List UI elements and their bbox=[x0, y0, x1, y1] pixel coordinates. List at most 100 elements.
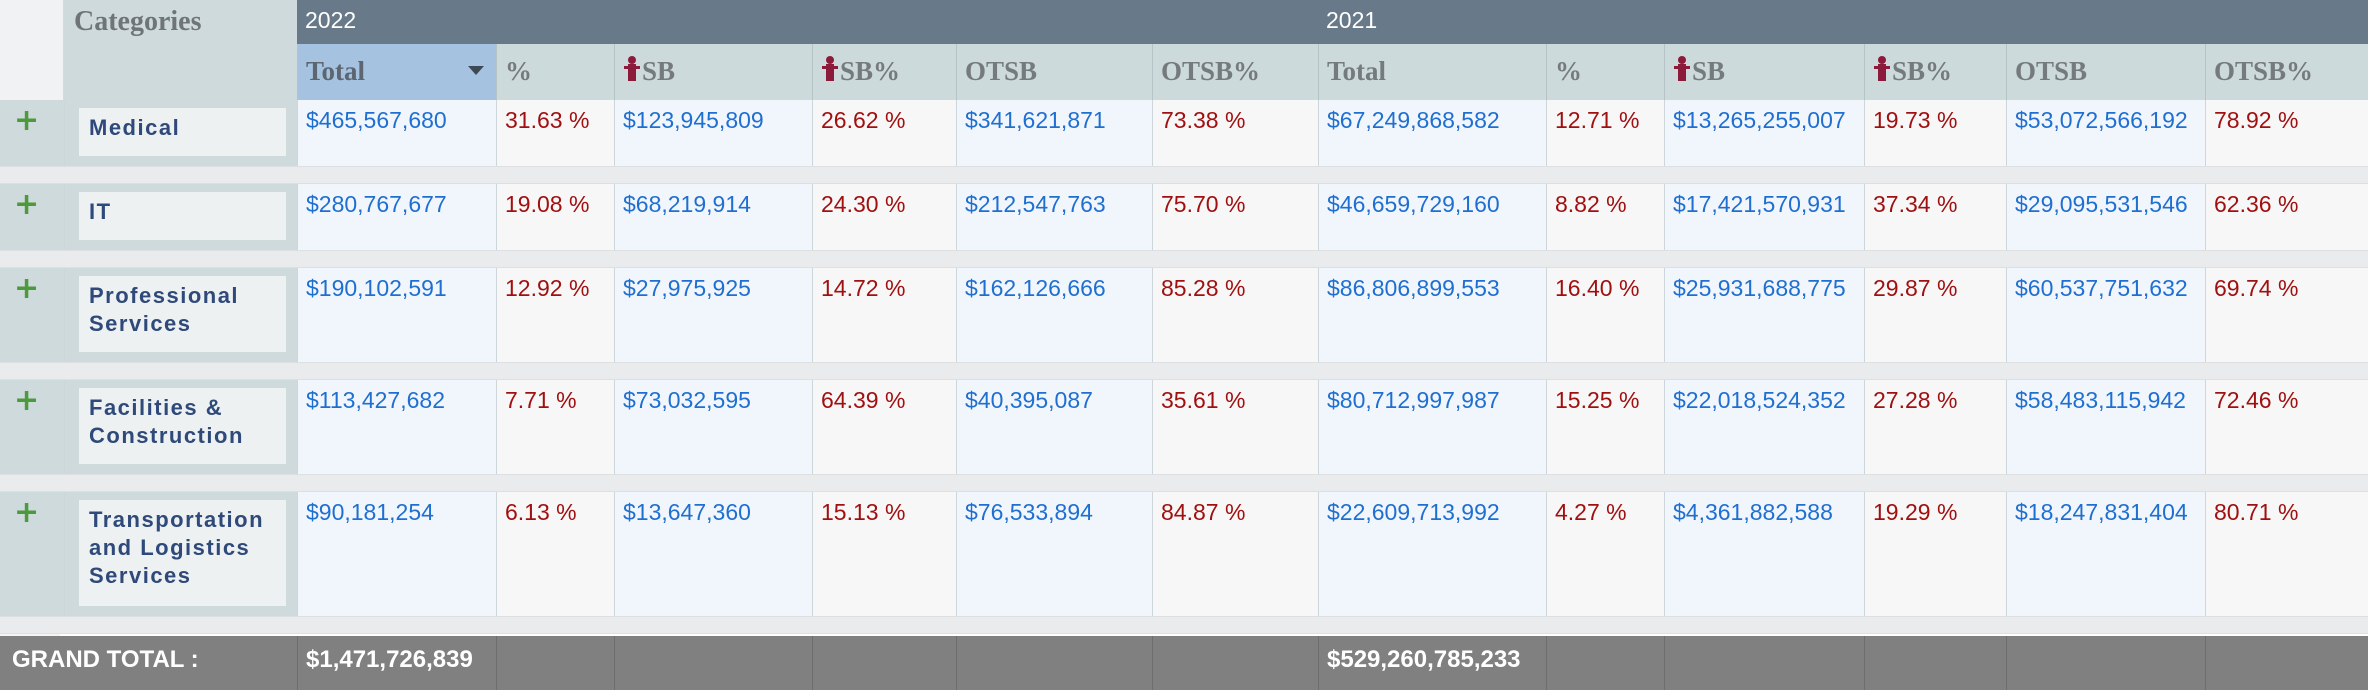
column-header-2022--percent[interactable]: % bbox=[496, 44, 614, 100]
category-label[interactable]: Medical bbox=[79, 108, 286, 156]
amount-cell[interactable]: $73,032,595 bbox=[614, 380, 812, 474]
small-business-person-icon bbox=[1873, 56, 1891, 83]
amount-cell[interactable]: $60,537,751,632 bbox=[2006, 268, 2205, 362]
grand-total-row bbox=[0, 636, 2368, 690]
column-header-label: % bbox=[1555, 56, 1582, 86]
amount-cell[interactable]: $40,395,087 bbox=[956, 380, 1152, 474]
category-label[interactable]: IT bbox=[79, 192, 286, 240]
amount-cell[interactable]: $17,421,570,931 bbox=[1664, 184, 1864, 250]
percent-cell: 78.92 % bbox=[2205, 100, 2368, 166]
row-separator bbox=[0, 166, 2368, 184]
column-header-2021-otsb-percent[interactable]: OTSB% bbox=[2205, 44, 2368, 100]
percent-cell: 85.28 % bbox=[1152, 268, 1318, 362]
amount-cell[interactable]: $27,975,925 bbox=[614, 268, 812, 362]
categories-header-cell bbox=[64, 0, 297, 100]
percent-cell: 8.82 % bbox=[1546, 184, 1664, 250]
small-business-person-icon bbox=[623, 56, 641, 83]
plus-icon[interactable]: + bbox=[14, 495, 40, 530]
column-header-label: OTSB bbox=[2015, 56, 2088, 86]
category-label[interactable]: Transportation and Logistics Services bbox=[79, 500, 286, 606]
plus-icon[interactable]: + bbox=[14, 187, 40, 222]
amount-cell[interactable]: $29,095,531,546 bbox=[2006, 184, 2205, 250]
column-header-label: Total bbox=[1327, 56, 1387, 86]
percent-cell: 12.92 % bbox=[496, 268, 614, 362]
column-header-label: SB bbox=[1692, 56, 1726, 86]
percent-cell: 31.63 % bbox=[496, 100, 614, 166]
percent-cell: 7.71 % bbox=[496, 380, 614, 474]
year-header-2021: 2021 bbox=[1318, 0, 2368, 44]
amount-cell[interactable]: $76,533,894 bbox=[956, 492, 1152, 616]
amount-cell[interactable]: $13,265,255,007 bbox=[1664, 100, 1864, 166]
column-header-2022-total[interactable]: Total bbox=[297, 44, 496, 100]
percent-cell: 35.61 % bbox=[1152, 380, 1318, 474]
percent-cell: 75.70 % bbox=[1152, 184, 1318, 250]
amount-cell[interactable]: $58,483,115,942 bbox=[2006, 380, 2205, 474]
column-header-label: Total bbox=[306, 56, 366, 86]
category-label[interactable]: Facilities & Construction bbox=[79, 388, 286, 464]
row-separator bbox=[0, 250, 2368, 268]
expander-header-cell bbox=[0, 0, 64, 100]
amount-cell[interactable]: $67,249,868,582 bbox=[1318, 100, 1546, 166]
column-header-2021-total[interactable]: Total bbox=[1318, 44, 1546, 100]
percent-cell: 15.25 % bbox=[1546, 380, 1664, 474]
row-separator bbox=[0, 616, 2368, 634]
amount-cell[interactable]: $25,931,688,775 bbox=[1664, 268, 1864, 362]
amount-cell[interactable]: $341,621,871 bbox=[956, 100, 1152, 166]
column-header-2021-sb[interactable]: SB bbox=[1664, 44, 1864, 100]
percent-cell: 12.71 % bbox=[1546, 100, 1664, 166]
grand-total-empty-cell bbox=[2205, 636, 2368, 690]
percent-cell: 84.87 % bbox=[1152, 492, 1318, 616]
amount-cell[interactable]: $212,547,763 bbox=[956, 184, 1152, 250]
column-header-2022-otsb[interactable]: OTSB bbox=[956, 44, 1152, 100]
column-header-2022-sb[interactable]: SB bbox=[614, 44, 812, 100]
percent-cell: 62.36 % bbox=[2205, 184, 2368, 250]
column-header-2022-sb-percent[interactable]: SB% bbox=[812, 44, 956, 100]
amount-cell[interactable]: $86,806,899,553 bbox=[1318, 268, 1546, 362]
amount-cell[interactable]: $280,767,677 bbox=[297, 184, 496, 250]
column-header-2021-otsb[interactable]: OTSB bbox=[2006, 44, 2205, 100]
amount-cell[interactable]: $46,659,729,160 bbox=[1318, 184, 1546, 250]
plus-icon[interactable]: + bbox=[14, 271, 40, 306]
amount-cell[interactable]: $162,126,666 bbox=[956, 268, 1152, 362]
percent-cell: 19.29 % bbox=[1864, 492, 2006, 616]
amount-cell[interactable]: $13,647,360 bbox=[614, 492, 812, 616]
amount-cell[interactable]: $22,018,524,352 bbox=[1664, 380, 1864, 474]
percent-cell: 16.40 % bbox=[1546, 268, 1664, 362]
amount-cell[interactable]: $53,072,566,192 bbox=[2006, 100, 2205, 166]
column-header-2021-sb-percent[interactable]: SB% bbox=[1864, 44, 2006, 100]
column-header-label: OTSB% bbox=[1161, 56, 1261, 86]
plus-icon[interactable]: + bbox=[14, 383, 40, 418]
percent-cell: 14.72 % bbox=[812, 268, 956, 362]
percent-cell: 19.73 % bbox=[1864, 100, 2006, 166]
percent-cell: 4.27 % bbox=[1546, 492, 1664, 616]
amount-cell[interactable]: $465,567,680 bbox=[297, 100, 496, 166]
grand-total-empty-cell bbox=[956, 636, 1152, 690]
amount-cell[interactable]: $68,219,914 bbox=[614, 184, 812, 250]
category-label[interactable]: Professional Services bbox=[79, 276, 286, 352]
percent-cell: 15.13 % bbox=[812, 492, 956, 616]
expander-cell bbox=[0, 492, 64, 616]
plus-icon[interactable]: + bbox=[14, 103, 40, 138]
sort-descending-caret-icon[interactable] bbox=[468, 66, 484, 75]
amount-cell[interactable]: $80,712,997,987 bbox=[1318, 380, 1546, 474]
expander-cell bbox=[0, 184, 64, 250]
amount-cell[interactable]: $123,945,809 bbox=[614, 100, 812, 166]
percent-cell: 24.30 % bbox=[812, 184, 956, 250]
amount-cell[interactable]: $18,247,831,404 bbox=[2006, 492, 2205, 616]
amount-cell[interactable]: $190,102,591 bbox=[297, 268, 496, 362]
column-header-label: SB% bbox=[840, 56, 901, 86]
column-header-2021--percent[interactable]: % bbox=[1546, 44, 1664, 100]
percent-cell: 72.46 % bbox=[2205, 380, 2368, 474]
amount-cell[interactable]: $113,427,682 bbox=[297, 380, 496, 474]
amount-cell[interactable]: $22,609,713,992 bbox=[1318, 492, 1546, 616]
grand-total-empty-cell bbox=[2006, 636, 2205, 690]
percent-cell: 29.87 % bbox=[1864, 268, 2006, 362]
small-business-person-icon bbox=[821, 56, 839, 83]
categories-title: Categories bbox=[74, 6, 202, 37]
amount-cell[interactable]: $90,181,254 bbox=[297, 492, 496, 616]
grand-total-empty-cell bbox=[614, 636, 812, 690]
percent-cell: 37.34 % bbox=[1864, 184, 2006, 250]
column-header-2022-otsb-percent[interactable]: OTSB% bbox=[1152, 44, 1318, 100]
percent-cell: 73.38 % bbox=[1152, 100, 1318, 166]
amount-cell[interactable]: $4,361,882,588 bbox=[1664, 492, 1864, 616]
